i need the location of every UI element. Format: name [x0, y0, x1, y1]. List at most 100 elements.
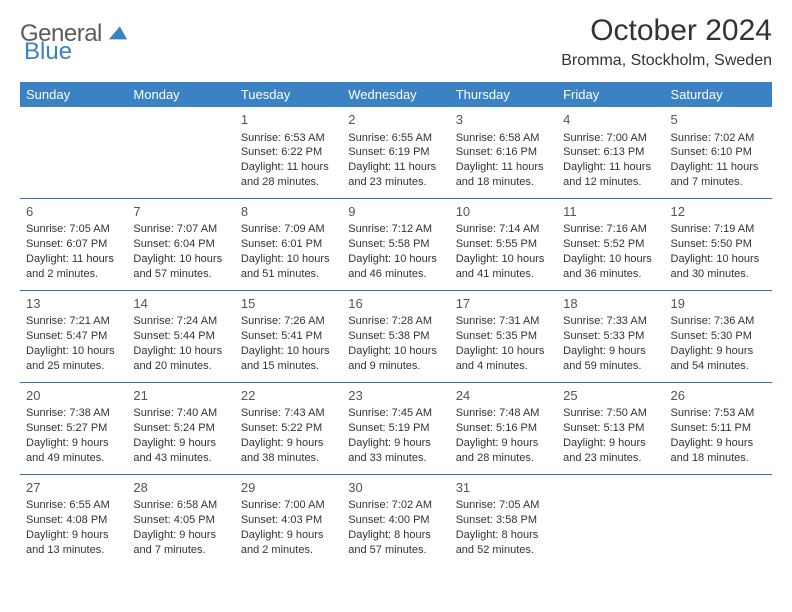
sunset-text: Sunset: 5:44 PM [133, 329, 228, 344]
day-header: Tuesday [235, 82, 342, 107]
sunrise-text: Sunrise: 6:58 AM [133, 498, 228, 513]
day-header: Saturday [665, 82, 772, 107]
day-number: 30 [348, 479, 443, 497]
header: General October 2024 Bromma, Stockholm, … [20, 14, 772, 70]
daylight-text: Daylight: 9 hours and 33 minutes. [348, 436, 443, 466]
day-number: 14 [133, 295, 228, 313]
sunrise-text: Sunrise: 7:21 AM [26, 314, 121, 329]
daylight-text: Daylight: 9 hours and 28 minutes. [456, 436, 551, 466]
day-number: 2 [348, 111, 443, 129]
sunrise-text: Sunrise: 7:31 AM [456, 314, 551, 329]
sunrise-text: Sunrise: 7:26 AM [241, 314, 336, 329]
sunset-text: Sunset: 5:50 PM [671, 237, 766, 252]
daylight-text: Daylight: 9 hours and 59 minutes. [563, 344, 658, 374]
daylight-text: Daylight: 9 hours and 38 minutes. [241, 436, 336, 466]
daylight-text: Daylight: 11 hours and 23 minutes. [348, 160, 443, 190]
daylight-text: Daylight: 10 hours and 15 minutes. [241, 344, 336, 374]
sunset-text: Sunset: 5:22 PM [241, 421, 336, 436]
sunset-text: Sunset: 6:07 PM [26, 237, 121, 252]
logo-triangle-icon [107, 21, 129, 43]
daylight-text: Daylight: 10 hours and 4 minutes. [456, 344, 551, 374]
sunrise-text: Sunrise: 7:05 AM [26, 222, 121, 237]
calendar-day-cell: 27Sunrise: 6:55 AMSunset: 4:08 PMDayligh… [20, 474, 127, 565]
month-title: October 2024 [561, 14, 772, 48]
sunset-text: Sunset: 5:19 PM [348, 421, 443, 436]
day-number: 20 [26, 387, 121, 405]
day-number: 28 [133, 479, 228, 497]
day-number: 4 [563, 111, 658, 129]
sunset-text: Sunset: 5:27 PM [26, 421, 121, 436]
sunrise-text: Sunrise: 7:16 AM [563, 222, 658, 237]
day-number: 18 [563, 295, 658, 313]
sunrise-text: Sunrise: 7:02 AM [348, 498, 443, 513]
sunset-text: Sunset: 5:55 PM [456, 237, 551, 252]
day-header: Friday [557, 82, 664, 107]
sunrise-text: Sunrise: 7:12 AM [348, 222, 443, 237]
calendar-day-cell: 10Sunrise: 7:14 AMSunset: 5:55 PMDayligh… [450, 198, 557, 290]
day-header: Wednesday [342, 82, 449, 107]
calendar-day-cell [127, 107, 234, 198]
daylight-text: Daylight: 11 hours and 12 minutes. [563, 160, 658, 190]
calendar-day-cell: 26Sunrise: 7:53 AMSunset: 5:11 PMDayligh… [665, 382, 772, 474]
daylight-text: Daylight: 11 hours and 18 minutes. [456, 160, 551, 190]
day-number: 13 [26, 295, 121, 313]
sunrise-text: Sunrise: 7:33 AM [563, 314, 658, 329]
calendar-day-cell: 7Sunrise: 7:07 AMSunset: 6:04 PMDaylight… [127, 198, 234, 290]
calendar-day-cell: 12Sunrise: 7:19 AMSunset: 5:50 PMDayligh… [665, 198, 772, 290]
day-number: 11 [563, 203, 658, 221]
sunset-text: Sunset: 5:11 PM [671, 421, 766, 436]
sunrise-text: Sunrise: 7:28 AM [348, 314, 443, 329]
sunset-text: Sunset: 6:10 PM [671, 145, 766, 160]
day-number: 19 [671, 295, 766, 313]
day-number: 3 [456, 111, 551, 129]
sunrise-text: Sunrise: 7:36 AM [671, 314, 766, 329]
day-number: 7 [133, 203, 228, 221]
calendar-day-cell [665, 474, 772, 565]
sunset-text: Sunset: 6:01 PM [241, 237, 336, 252]
calendar-day-cell: 8Sunrise: 7:09 AMSunset: 6:01 PMDaylight… [235, 198, 342, 290]
title-block: October 2024 Bromma, Stockholm, Sweden [561, 14, 772, 70]
day-number: 1 [241, 111, 336, 129]
sunset-text: Sunset: 5:24 PM [133, 421, 228, 436]
calendar-day-cell: 6Sunrise: 7:05 AMSunset: 6:07 PMDaylight… [20, 198, 127, 290]
daylight-text: Daylight: 10 hours and 57 minutes. [133, 252, 228, 282]
calendar-header-row: SundayMondayTuesdayWednesdayThursdayFrid… [20, 82, 772, 107]
location: Bromma, Stockholm, Sweden [561, 52, 772, 70]
calendar-day-cell [557, 474, 664, 565]
sunset-text: Sunset: 5:16 PM [456, 421, 551, 436]
day-header: Thursday [450, 82, 557, 107]
calendar-day-cell: 28Sunrise: 6:58 AMSunset: 4:05 PMDayligh… [127, 474, 234, 565]
sunrise-text: Sunrise: 7:45 AM [348, 406, 443, 421]
calendar-day-cell: 16Sunrise: 7:28 AMSunset: 5:38 PMDayligh… [342, 290, 449, 382]
calendar-week-row: 20Sunrise: 7:38 AMSunset: 5:27 PMDayligh… [20, 382, 772, 474]
day-number: 27 [26, 479, 121, 497]
day-number: 29 [241, 479, 336, 497]
sunset-text: Sunset: 4:00 PM [348, 513, 443, 528]
sunset-text: Sunset: 6:13 PM [563, 145, 658, 160]
daylight-text: Daylight: 9 hours and 43 minutes. [133, 436, 228, 466]
sunrise-text: Sunrise: 7:48 AM [456, 406, 551, 421]
calendar-day-cell: 5Sunrise: 7:02 AMSunset: 6:10 PMDaylight… [665, 107, 772, 198]
calendar-day-cell: 4 Sunrise: 7:00 AMSunset: 6:13 PMDaylight… [557, 107, 664, 198]
daylight-text: Daylight: 10 hours and 30 minutes. [671, 252, 766, 282]
daylight-text: Daylight: 10 hours and 9 minutes. [348, 344, 443, 374]
calendar-day-cell: 18Sunrise: 7:33 AMSunset: 5:33 PMDayligh… [557, 290, 664, 382]
calendar-day-cell: 20Sunrise: 7:38 AMSunset: 5:27 PMDayligh… [20, 382, 127, 474]
day-header: Monday [127, 82, 234, 107]
logo-text-blue: Blue [24, 38, 72, 66]
sunset-text: Sunset: 5:41 PM [241, 329, 336, 344]
daylight-text: Daylight: 10 hours and 46 minutes. [348, 252, 443, 282]
daylight-text: Daylight: 9 hours and 13 minutes. [26, 528, 121, 558]
calendar-day-cell: 14Sunrise: 7:24 AMSunset: 5:44 PMDayligh… [127, 290, 234, 382]
daylight-text: Daylight: 9 hours and 49 minutes. [26, 436, 121, 466]
sunset-text: Sunset: 3:58 PM [456, 513, 551, 528]
daylight-text: Daylight: 10 hours and 36 minutes. [563, 252, 658, 282]
day-number: 5 [671, 111, 766, 129]
sunrise-text: Sunrise: 6:55 AM [348, 131, 443, 146]
calendar-day-cell: 9Sunrise: 7:12 AMSunset: 5:58 PMDaylight… [342, 198, 449, 290]
sunrise-text: Sunrise: 7:00 AM [563, 131, 658, 146]
day-number: 10 [456, 203, 551, 221]
day-number: 26 [671, 387, 766, 405]
daylight-text: Daylight: 11 hours and 7 minutes. [671, 160, 766, 190]
daylight-text: Daylight: 9 hours and 7 minutes. [133, 528, 228, 558]
